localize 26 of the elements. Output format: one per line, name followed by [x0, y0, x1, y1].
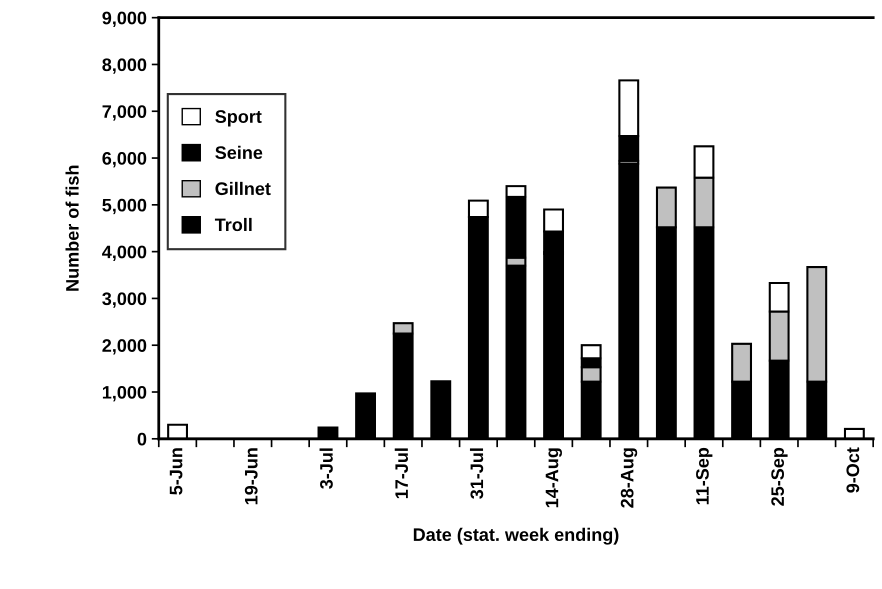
legend-label: Gillnet [215, 182, 271, 196]
y-tick-label: 1,000 [102, 386, 146, 402]
y-tick-label: 6,000 [102, 152, 146, 168]
x-tick-label: 17-Jul [394, 448, 408, 498]
y-tick-label: 0 [138, 432, 146, 446]
x-tick-label: 9-Oct [846, 447, 860, 493]
y-tick-label: 7,000 [102, 105, 146, 121]
x-tick-label: 19-Jun [244, 448, 258, 504]
x-tick-label: 3-Jul [320, 448, 333, 489]
x-tick-label: 25-Sep [771, 448, 788, 506]
legend-label: Seine [215, 146, 262, 160]
y-axis-title: Number of fish [66, 166, 79, 291]
y-tick-label: 9,000 [102, 12, 146, 28]
x-axis-title: Date (stat. week ending) [414, 528, 618, 545]
y-tick-label: 2,000 [102, 339, 146, 355]
y-tick-label: 4,000 [102, 246, 146, 261]
x-tick-label: 28-Aug [620, 448, 638, 508]
x-tick-label: 14-Aug [546, 448, 562, 508]
y-tick-label: 8,000 [102, 58, 146, 74]
x-tick-label: 5-Jun [170, 448, 182, 495]
x-tick-label: 31-Jul [470, 448, 484, 499]
y-tick-label: 5,000 [102, 198, 146, 214]
legend-label: Sport [215, 110, 262, 127]
x-tick-label: 11-Sep [696, 448, 712, 504]
y-tick-label: 3,000 [102, 292, 146, 308]
legend-label: Troll [214, 218, 252, 232]
